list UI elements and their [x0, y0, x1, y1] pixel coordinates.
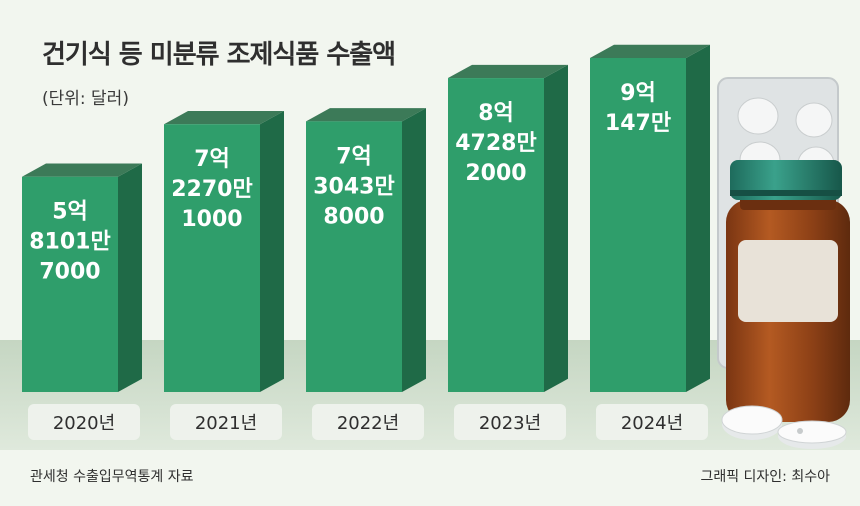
- unit-label: (단위: 달러): [42, 89, 129, 109]
- bar-value-label: 7000: [39, 260, 100, 285]
- bar-side: [402, 108, 426, 392]
- chart-title: 건기식 등 미분류 조제식품 수출액: [42, 40, 396, 70]
- category-label-2021년: 2021년: [170, 404, 282, 440]
- bar-value-label: 8억: [478, 101, 514, 126]
- category-pill: [454, 404, 566, 440]
- bar-side: [260, 111, 284, 392]
- bar-value-label: 147만: [605, 111, 671, 136]
- category-pill: [312, 404, 424, 440]
- bar-top: [22, 163, 142, 177]
- bar-value-label: 1000: [181, 207, 242, 232]
- medicine-bottle-illustration: [726, 160, 850, 422]
- bar-top: [164, 111, 284, 125]
- bar-2022년: 7억 3043만 8000: [306, 108, 426, 392]
- bar-top: [448, 64, 568, 79]
- category-label-2020년: 2020년: [28, 404, 140, 440]
- ground-band: [0, 340, 860, 450]
- category-label-2024년: 2024년: [596, 404, 708, 440]
- category-label-2023년: 2023년: [454, 404, 566, 440]
- category-tick-label: 2024년: [621, 413, 683, 434]
- tablets-illustration: [721, 405, 847, 449]
- bar-2020년: 5억 8101만 7000: [22, 163, 142, 392]
- bar-2023년: 8억 4728만 2000: [448, 64, 568, 392]
- bar-front: [448, 78, 544, 392]
- bar-value-label: 4728만: [455, 131, 536, 156]
- bar-front: [306, 121, 402, 392]
- bar-value-label: 8000: [323, 204, 384, 229]
- bar-top: [306, 108, 426, 122]
- bar-front: [22, 176, 118, 392]
- category-pill: [170, 404, 282, 440]
- bar-2021년: 7억 2270만 1000: [164, 111, 284, 392]
- bar-side: [118, 163, 142, 392]
- source-note: 관세청 수출입무역통계 자료: [30, 469, 194, 485]
- category-pill: [28, 404, 140, 440]
- bar-value-label: 2270만: [171, 177, 252, 202]
- bar-value-label: 5억: [52, 200, 88, 225]
- bar-side: [544, 64, 568, 392]
- category-labels-group: 2020년 2021년 2022년 2023년 2024년: [28, 404, 708, 440]
- category-tick-label: 2023년: [479, 413, 541, 434]
- bar-value-label: 7억: [336, 144, 372, 169]
- bar-value-label: 9억: [620, 81, 656, 106]
- bar-front: [590, 57, 686, 393]
- category-tick-label: 2021년: [195, 413, 257, 434]
- category-pill: [596, 404, 708, 440]
- category-label-2022년: 2022년: [312, 404, 424, 440]
- category-tick-label: 2022년: [337, 413, 399, 434]
- bar-top: [590, 44, 710, 58]
- bar-value-label: 3043만: [313, 174, 394, 199]
- bar-value-label: 8101만: [29, 230, 110, 255]
- bar-2024년: 9억 147만: [590, 44, 710, 393]
- bars-group: 5억 8101만 7000 7억 2270만 1000 7억 3043만 8000 8억 4728만…: [22, 44, 710, 393]
- category-tick-label: 2020년: [53, 413, 115, 434]
- graphic-credit: 그래픽 디자인: 최수아: [700, 469, 830, 485]
- bar-value-label: 2000: [465, 161, 526, 186]
- bar-value-label: 7억: [194, 147, 230, 172]
- bar-side: [686, 44, 710, 392]
- bar-front: [164, 124, 260, 392]
